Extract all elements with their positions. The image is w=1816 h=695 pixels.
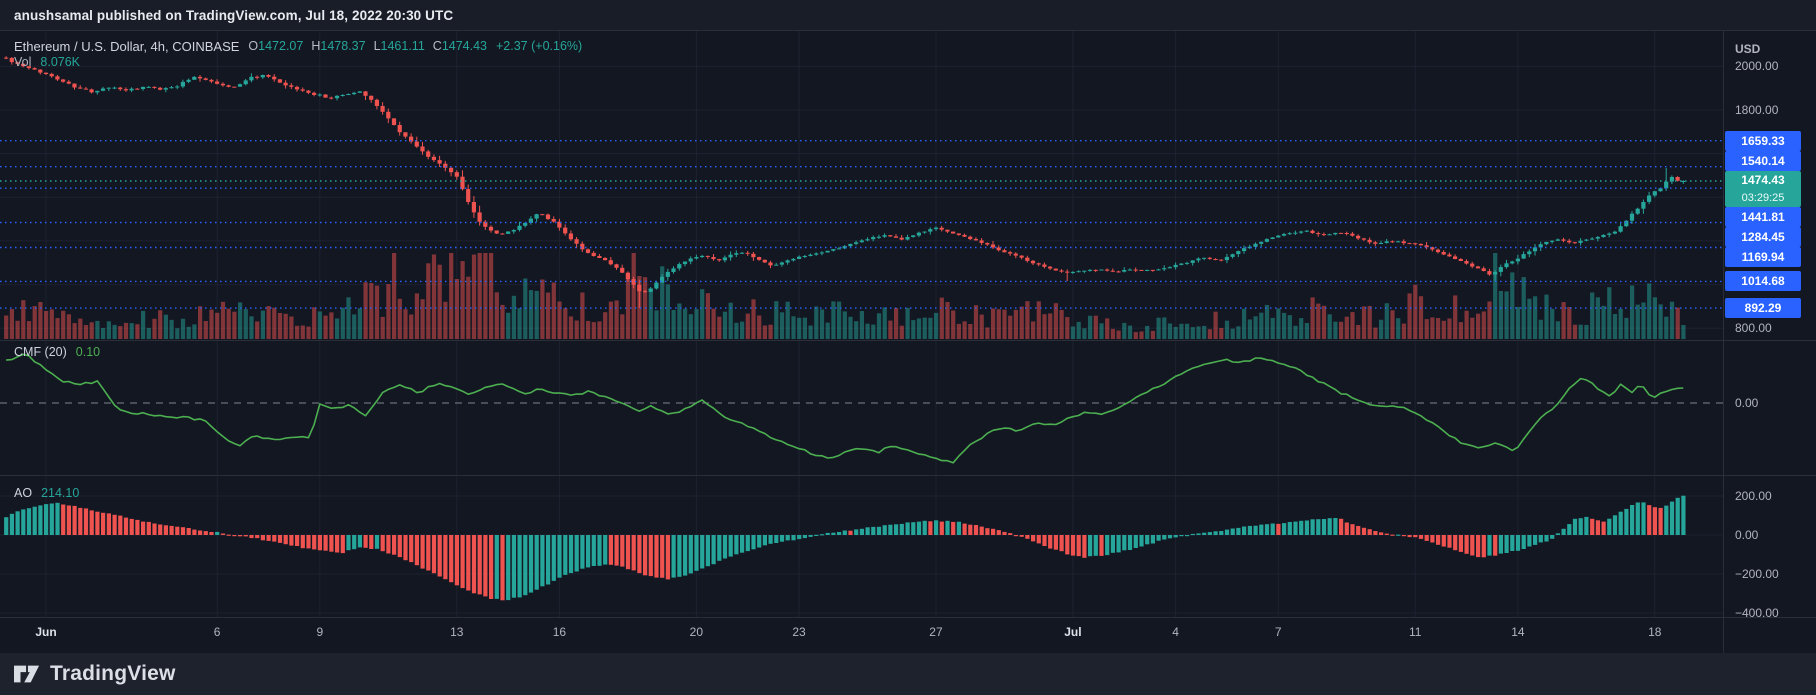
price-level-badge[interactable]: 892.29 bbox=[1725, 298, 1801, 319]
cmf-label[interactable]: CMF (20) bbox=[14, 345, 67, 359]
ohlc-letter: L bbox=[373, 39, 381, 53]
time-tick-month: Jul bbox=[1064, 625, 1082, 639]
ohlc-item: L1461.11 bbox=[374, 37, 425, 55]
time-tick-day: 11 bbox=[1408, 625, 1422, 639]
price-level-badge[interactable]: 1540.14 bbox=[1725, 151, 1801, 172]
time-tick-day: 14 bbox=[1511, 625, 1525, 639]
price-axis[interactable]: USD 2000.00 1800.00 800.00 0.00 200.00 0.00 −2… bbox=[1723, 30, 1816, 653]
volume-value: 8.076K bbox=[40, 55, 81, 69]
ao-tick-label: 200.00 bbox=[1735, 489, 1772, 503]
ao-value: 214.10 bbox=[41, 486, 80, 500]
published-strip: anushsamal published on TradingView.com,… bbox=[0, 0, 1816, 30]
ao-tick-label: 0.00 bbox=[1735, 528, 1759, 542]
ohlc-letter: H bbox=[311, 39, 321, 53]
chart-area[interactable]: Ethereum / U.S. Dollar, 4h, COINBASE O14… bbox=[0, 30, 1816, 653]
time-tick-month: Jun bbox=[35, 625, 57, 639]
symbol-legend[interactable]: Ethereum / U.S. Dollar, 4h, COINBASE O14… bbox=[14, 37, 582, 55]
ohlc-number: 1472.07 bbox=[258, 39, 304, 53]
ao-legend[interactable]: AO 214.10 bbox=[14, 486, 79, 500]
footer-bar: TradingView bbox=[0, 653, 1816, 695]
time-tick-day: 20 bbox=[689, 625, 704, 639]
price-tick-label: 800.00 bbox=[1735, 321, 1772, 336]
volume-label[interactable]: Vol bbox=[14, 55, 32, 69]
candle-countdown: 03:29:25 bbox=[1741, 192, 1785, 205]
ao-tick-label: −400.00 bbox=[1735, 606, 1779, 620]
price-level-badge[interactable]: 1169.94 bbox=[1725, 247, 1801, 268]
time-tick-day: 13 bbox=[450, 625, 464, 639]
time-axis[interactable]: Jun 6 9 13 16 20 23 27 Jul 4 7 11 14 18 bbox=[0, 617, 1723, 653]
tradingview-logo-icon bbox=[14, 665, 40, 683]
current-price-badge[interactable]: 1474.43 03:29:25 bbox=[1725, 171, 1801, 208]
ohlc-item: H1478.37 bbox=[311, 37, 365, 55]
price-tick-label: 1800.00 bbox=[1735, 103, 1779, 117]
volume-legend[interactable]: Vol 8.076K bbox=[14, 55, 80, 69]
ohlc-item: C1474.43 bbox=[433, 37, 487, 55]
change-value: +2.37 (+0.16%) bbox=[496, 39, 583, 53]
time-tick-day: 6 bbox=[213, 625, 221, 639]
published-text: anushsamal published on TradingView.com,… bbox=[14, 7, 454, 23]
time-tick-day: 9 bbox=[316, 625, 324, 639]
cmf-tick-label: 0.00 bbox=[1735, 396, 1759, 410]
ao-tick-label: −200.00 bbox=[1735, 567, 1779, 581]
price-level-badge[interactable]: 1441.81 bbox=[1725, 207, 1801, 228]
current-price-value: 1474.43 bbox=[1741, 173, 1785, 188]
chart-canvas[interactable] bbox=[0, 30, 1816, 653]
cmf-value: 0.10 bbox=[75, 345, 101, 359]
cmf-legend[interactable]: CMF (20) 0.10 bbox=[14, 345, 100, 359]
ohlc-letter: O bbox=[248, 39, 259, 53]
price-tick-label: 2000.00 bbox=[1735, 59, 1779, 74]
time-tick-day: 18 bbox=[1648, 625, 1662, 639]
ohlc-item: O1472.07 bbox=[248, 37, 303, 55]
price-level-badge[interactable]: 1014.68 bbox=[1725, 271, 1801, 292]
time-tick-day: 4 bbox=[1172, 625, 1179, 639]
symbol-title[interactable]: Ethereum / U.S. Dollar, 4h, COINBASE bbox=[14, 38, 240, 54]
time-tick-day: 16 bbox=[552, 625, 567, 639]
ao-label[interactable]: AO bbox=[14, 486, 33, 500]
price-level-badge[interactable]: 1659.33 bbox=[1725, 130, 1801, 151]
ohlc-values: O1472.07 H1478.37 L1461.11 C1474.43 bbox=[248, 37, 487, 55]
ohlc-number: 1478.37 bbox=[320, 39, 366, 53]
ohlc-number: 1474.43 bbox=[441, 39, 487, 53]
brand-name: TradingView bbox=[50, 662, 176, 685]
time-tick-day: 23 bbox=[792, 625, 806, 639]
time-tick-day: 7 bbox=[1274, 625, 1282, 639]
ohlc-letter: C bbox=[432, 39, 442, 53]
ohlc-number: 1461.11 bbox=[380, 39, 425, 53]
currency-label: USD bbox=[1735, 42, 1761, 56]
time-tick-day: 27 bbox=[929, 625, 943, 639]
price-level-badge[interactable]: 1284.45 bbox=[1725, 227, 1801, 248]
